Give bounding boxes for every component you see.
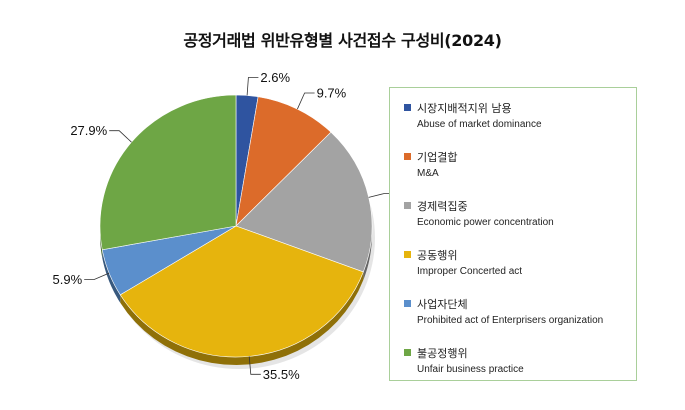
legend-swatch xyxy=(404,349,411,356)
pie-slice-5 xyxy=(99,94,237,251)
legend-item-economic-concentration: 경제력집중 Economic power concentration xyxy=(404,198,554,228)
legend-label-ko: 경제력집중 xyxy=(417,199,468,213)
legend-item-unfair-practice: 불공정행위 Unfair business practice xyxy=(404,345,524,375)
label-leader-line-4 xyxy=(84,272,110,280)
pie-slice-label-1: 9.7% xyxy=(317,86,347,101)
pie-slice-label-0: 2.6% xyxy=(260,70,290,85)
legend-label-en: M&A xyxy=(417,168,439,179)
chart-title: 공정거래법 위반유형별 사건접수 구성비(2024) xyxy=(183,31,502,50)
legend-label-en: Prohibited act of Enterprisers organizat… xyxy=(417,315,604,326)
pie-slice-label-4: 5.9% xyxy=(53,272,83,287)
pie-slice-side-4 xyxy=(102,249,121,303)
legend-swatch xyxy=(404,104,411,111)
legend-item-mna: 기업결합 M&A xyxy=(404,149,457,179)
legend-swatch xyxy=(404,300,411,307)
legend-label-ko: 사업자단체 xyxy=(417,297,468,311)
pie-slice-label-5: 27.9% xyxy=(70,123,107,138)
pie-slice-2 xyxy=(235,131,373,273)
legend-swatch xyxy=(404,202,411,209)
label-leader-line-3 xyxy=(248,356,261,375)
pie-slice-label-3: 35.5% xyxy=(263,367,300,382)
legend-item-abuse-of-dominance: 시장지배적지위 남용 Abuse of market dominance xyxy=(404,100,542,130)
legend-label-en: Unfair business practice xyxy=(417,364,524,375)
legend-label-ko: 기업결합 xyxy=(417,150,458,164)
pie-slice-1 xyxy=(235,96,332,227)
legend-swatch xyxy=(404,251,411,258)
legend-label-en: Economic power concentration xyxy=(417,217,554,228)
label-leader-line-1 xyxy=(297,92,315,110)
legend-label-ko: 불공정행위 xyxy=(417,346,468,360)
label-leader-line-5 xyxy=(109,130,132,143)
legend-label-en: Improper Concerted act xyxy=(417,266,523,277)
legend-label-ko: 공동행위 xyxy=(417,248,458,262)
pie-slice-side-5 xyxy=(100,226,103,258)
legend-item-concerted-act: 공동행위 Improper Concerted act xyxy=(404,247,522,277)
legend-swatch xyxy=(404,153,411,160)
label-leader-line-0 xyxy=(246,77,259,96)
legend-item-enterprisers-org: 사업자단체 Prohibited act of Enterprisers org… xyxy=(404,296,603,326)
legend: 시장지배적지위 남용 Abuse of market dominance 기업결… xyxy=(389,87,637,381)
legend-label-en: Abuse of market dominance xyxy=(417,119,542,130)
pie-slice-side-3 xyxy=(120,271,364,365)
legend-label-ko: 시장지배적지위 남용 xyxy=(417,101,512,115)
